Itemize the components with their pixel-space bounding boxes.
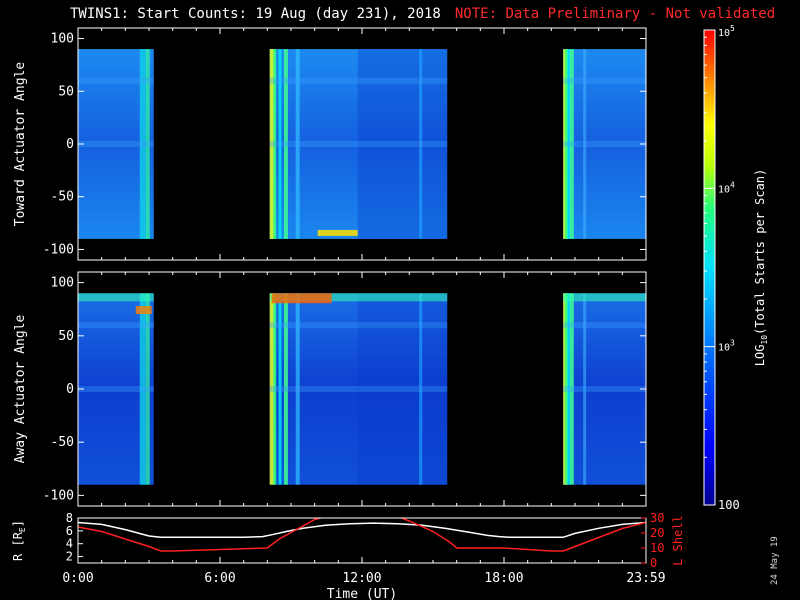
colorbar-tick-label: 103 [718, 339, 735, 354]
angle-band [269, 141, 448, 147]
edge-band [563, 293, 646, 302]
y-tick-label: 0 [66, 382, 74, 397]
x-tick-label: 0:00 [62, 571, 93, 586]
title-text: TWINS1: Start Counts: 19 Aug (day 231), … [70, 6, 441, 22]
x-tick-label: 12:00 [342, 571, 381, 586]
edge-stripe [419, 293, 423, 485]
y-tick-label: 8 [66, 511, 73, 525]
x-axis-label: Time (UT) [327, 587, 397, 600]
shade-block [357, 293, 448, 485]
edge-stripe [569, 49, 574, 239]
data-block [563, 293, 646, 485]
hot-spot [271, 293, 332, 304]
angle-band [563, 322, 646, 329]
colorbar: 105 104 103 100 LOG10(Total Starts per Scan) [703, 24, 769, 512]
edge-stripe [283, 293, 288, 485]
edge-stripe [295, 49, 300, 239]
preliminary-note: NOTE: Data Preliminary - Not validated [454, 6, 776, 22]
y-axis-label: Toward Actuator Angle [13, 62, 28, 227]
edge-stripe [567, 293, 571, 485]
y-tick-label: 2 [66, 550, 73, 564]
plot-frame [77, 517, 647, 564]
angle-band [269, 322, 448, 329]
angle-band [78, 141, 154, 147]
y-tick-label: 100 [51, 32, 74, 47]
edge-stripe [583, 293, 587, 485]
x-tick-label: 18:00 [484, 571, 523, 586]
r-series-line [78, 521, 646, 539]
edge-stripe [269, 49, 275, 239]
y-right-tick-label: 20 [650, 526, 664, 540]
edge-stripe [145, 49, 150, 239]
edge-stripe [295, 293, 300, 485]
chart-title: TWINS1: Start Counts: 19 Aug (day 231), … [70, 6, 775, 22]
y-tick-label: 50 [58, 329, 74, 344]
edge-stripe [567, 49, 571, 239]
edge-stripe [564, 49, 568, 239]
edge-stripe [419, 49, 423, 239]
y-tick-label: -50 [51, 435, 74, 450]
angle-band [78, 322, 154, 329]
edge-stripe [583, 49, 587, 239]
edge-stripe [273, 49, 277, 239]
angle-band [563, 141, 646, 147]
right-axis-label: L Shell [671, 515, 685, 566]
edge-stripe [564, 293, 568, 485]
edge-band [78, 293, 154, 302]
edge-stripe [139, 293, 146, 485]
y-right-tick-label: 30 [650, 511, 664, 525]
date-stamp: 24 May 19 [770, 536, 780, 585]
y-tick-label: -100 [43, 242, 74, 257]
angle-band [269, 386, 448, 392]
edge-stripe [278, 293, 282, 485]
edge-stripe [273, 293, 277, 485]
y-axis-label: Away Actuator Angle [13, 314, 28, 463]
colorbar-label: LOG10(Total Starts per Scan) [753, 169, 769, 367]
toward-panel: 100 50 0 -50 -100 Toward Actuator Angle [13, 27, 647, 261]
hot-spot [135, 306, 152, 315]
colorbar-tick-label: 105 [718, 24, 735, 39]
edge-stripe [145, 293, 150, 485]
y-tick-label: -50 [51, 190, 74, 205]
y-right-tick-label: 10 [650, 541, 664, 555]
colorbar-tick-label: 104 [718, 180, 735, 195]
edge-stripe [283, 49, 288, 239]
y-right-tick-label: 0 [650, 556, 657, 570]
y-tick-label: 6 [66, 524, 73, 538]
colorbar-gradient [704, 30, 715, 505]
lshell-series-line [78, 518, 646, 552]
edge-stripe [269, 293, 275, 485]
y-tick-label: 50 [58, 84, 74, 99]
angle-band [563, 77, 646, 84]
angle-band [78, 386, 154, 392]
hot-spot [317, 229, 358, 236]
away-panel: 100 50 0 -50 -100 Away Actuator Angle [13, 271, 647, 507]
y-tick-label: -100 [43, 488, 74, 503]
data-block [563, 49, 646, 239]
y-tick-label: 0 [66, 137, 74, 152]
x-tick-label: 6:00 [204, 571, 235, 586]
x-tick-label: 23:59 [626, 571, 665, 586]
left-axis-label: R [RE] [11, 520, 27, 561]
colorbar-tick-label: 100 [718, 498, 740, 512]
edge-band [269, 293, 448, 302]
edge-stripe [569, 293, 574, 485]
angle-band [269, 77, 448, 84]
angle-band [563, 386, 646, 392]
y-tick-label: 100 [51, 276, 74, 291]
angle-band [78, 77, 154, 84]
edge-stripe [139, 49, 146, 239]
y-tick-label: 4 [66, 537, 73, 551]
edge-stripe [278, 49, 282, 239]
shade-block [357, 49, 448, 239]
